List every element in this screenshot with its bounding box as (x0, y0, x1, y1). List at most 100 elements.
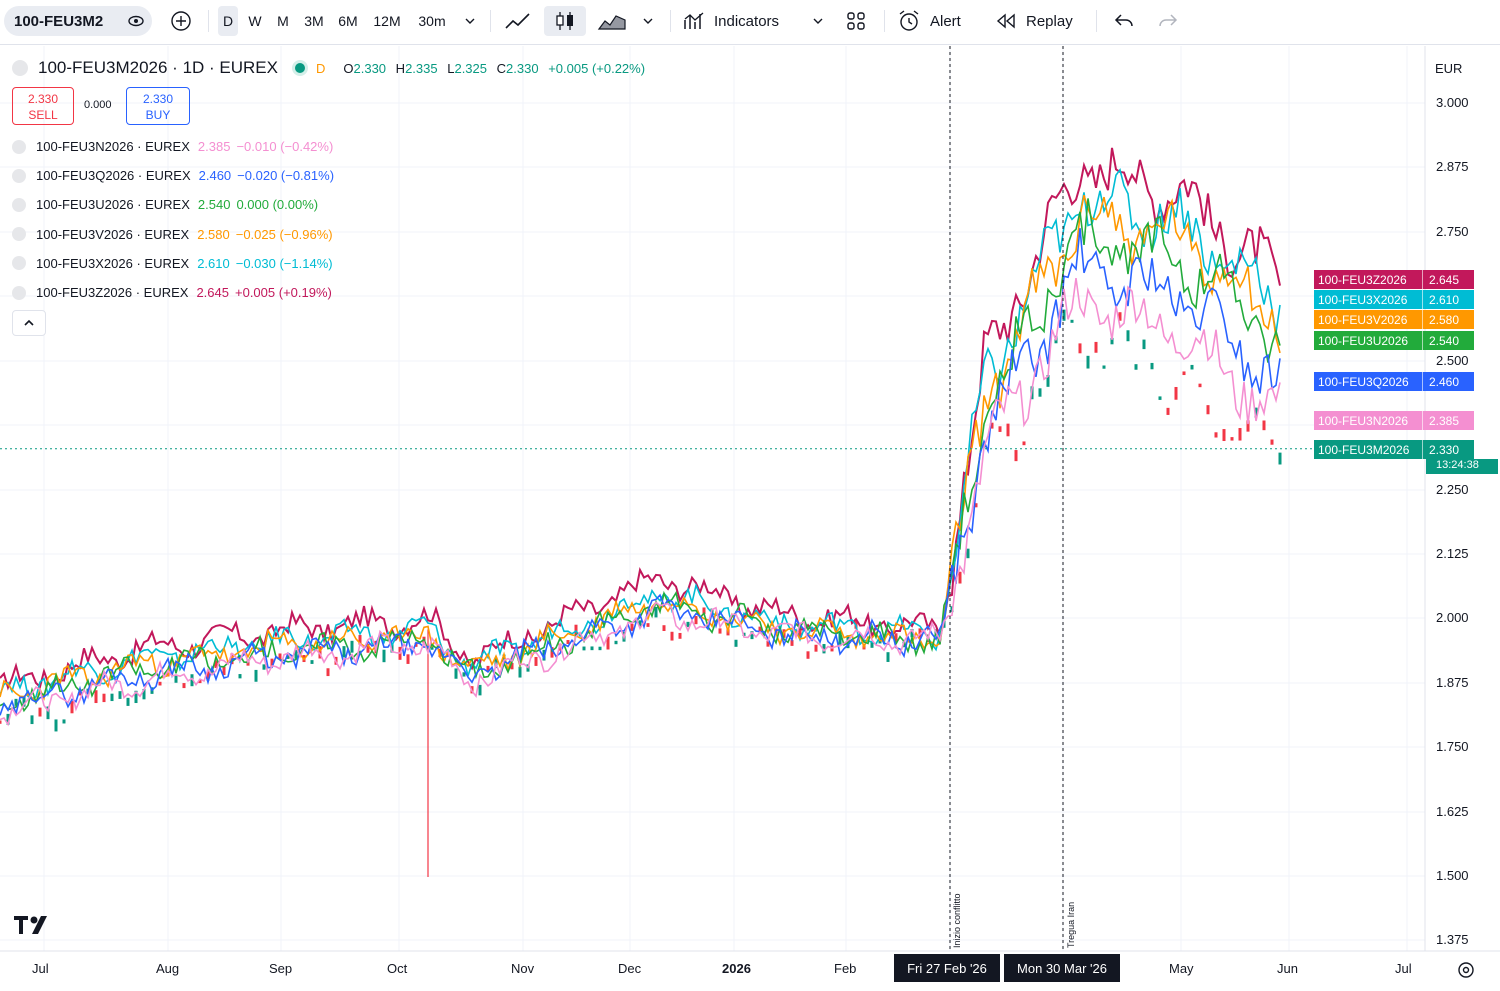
timeframe-3m[interactable]: 3M (304, 13, 324, 29)
symbol-search-button[interactable]: 100-FEU3M2 (4, 6, 152, 36)
compare-legend-item[interactable]: 100-FEU3Q2026 · EUREX 2.460 −0.020 (−0.81%… (12, 168, 334, 183)
candle-bar (1158, 396, 1162, 400)
time-axis-tick: 2026 (722, 961, 751, 976)
main-series-legend[interactable]: 100-FEU3M2026 · 1D · EUREX D O2.330 H2.3… (12, 58, 645, 78)
legend-collapse-button[interactable] (12, 310, 46, 336)
candle-bar (54, 719, 58, 732)
indicators-dropdown[interactable] (808, 6, 828, 36)
buy-label: BUY (145, 108, 171, 122)
candle-bar (214, 660, 218, 669)
candle-bar (998, 426, 1002, 432)
tradingview-logo-icon[interactable] (14, 912, 52, 936)
candle-bar (1246, 420, 1250, 432)
timeframe-d[interactable]: D (218, 6, 238, 36)
alert-button[interactable]: Alert (896, 6, 976, 36)
candle-bar (262, 664, 266, 670)
compare-legend-item[interactable]: 100-FEU3N2026 · EUREX 2.385 −0.010 (−0.42%… (12, 139, 333, 154)
symbol-logo-icon (12, 256, 26, 271)
time-axis-tick: May (1169, 961, 1194, 976)
time-axis-tick: Feb (834, 961, 857, 976)
candle-bar (134, 690, 138, 704)
candle-bar (30, 715, 34, 725)
spread-value: 0.000 (84, 99, 112, 111)
chevron-down-icon (465, 18, 475, 24)
price-axis-tick: 2.500 (1436, 353, 1469, 368)
buy-button[interactable]: 2.330 BUY (126, 87, 190, 125)
candle-bar (678, 632, 682, 639)
price-axis-tick: 1.750 (1436, 739, 1469, 754)
candle-chart-type-button[interactable] (544, 6, 586, 36)
grid-layout-icon (847, 12, 865, 30)
price-axis-tick: 2.250 (1436, 482, 1469, 497)
area-chart-type-button[interactable] (594, 6, 630, 36)
eye-icon[interactable] (126, 11, 146, 31)
replay-button[interactable]: Replay (994, 6, 1086, 36)
candle-bar (350, 640, 354, 653)
candle-bar (990, 422, 994, 429)
redo-button[interactable] (1154, 6, 1182, 36)
candle-bar (294, 649, 298, 659)
candle-bar (38, 707, 42, 717)
settings-button[interactable] (1456, 960, 1476, 985)
compare-add-button[interactable] (166, 6, 196, 36)
candle-bar (174, 675, 178, 683)
series-price-tag: 100-FEU3Z2026 2.645 (1314, 270, 1474, 289)
candle-bar (734, 639, 738, 647)
replay-label: Replay (1026, 12, 1073, 30)
price-tag-value: 2.540 (1422, 331, 1474, 350)
candle-bar (958, 571, 962, 584)
candle-bar (1198, 383, 1202, 388)
indicators-label: Indicators (714, 12, 780, 30)
timeframe-m[interactable]: M (277, 13, 289, 29)
candle-bar (110, 693, 114, 702)
indicators-button[interactable]: Indicators (682, 6, 798, 36)
compare-value: 2.385 (197, 139, 231, 154)
price-axis-tick: 1.500 (1436, 868, 1469, 883)
candle-bar (582, 646, 586, 651)
timeframe-w[interactable]: W (248, 13, 262, 29)
currency-label[interactable]: EUR (1435, 61, 1463, 76)
candle-bar (606, 636, 610, 650)
undo-icon (1114, 14, 1133, 27)
market-open-dot-icon (291, 60, 308, 76)
candle-bar (102, 693, 106, 703)
sell-button[interactable]: 2.330 SELL (12, 87, 74, 125)
timeframe-dropdown[interactable] (460, 6, 480, 36)
price-axis-tick: 3.000 (1436, 95, 1469, 110)
candle-bar (598, 646, 602, 651)
candle-bar (118, 691, 122, 699)
compare-legend-item[interactable]: 100-FEU3Z2026 · EUREX 2.645 +0.005 (+0.19%… (12, 285, 332, 300)
candle-bar (1190, 364, 1194, 370)
undo-button[interactable] (1110, 6, 1138, 36)
candle-bar (222, 666, 226, 676)
candle-bar (518, 666, 522, 678)
line-chart-type-button[interactable] (500, 6, 536, 36)
annotation-truce: Tregua Iran (1066, 901, 1076, 948)
candle-bar (182, 683, 186, 689)
candle-bar (94, 690, 98, 704)
price-tag-name: 100-FEU3X2026 (1314, 290, 1422, 309)
compare-legend-item[interactable]: 100-FEU3X2026 · EUREX 2.610 −0.030 (−1.14%… (12, 256, 333, 271)
compare-legend-item[interactable]: 100-FEU3U2026 · EUREX 2.540 0.000 (0.00%) (12, 197, 318, 212)
price-axis-tick: 2.750 (1436, 224, 1469, 239)
timeframe-30m[interactable]: 30m (418, 13, 446, 29)
candle-bar (310, 660, 314, 664)
compare-name: 100-FEU3U2026 · EUREX (36, 197, 190, 213)
timeframe-6m[interactable]: 6M (338, 13, 358, 29)
candle-bar (550, 647, 554, 658)
candle-bar (366, 643, 370, 653)
layouts-button[interactable] (840, 6, 872, 36)
price-chart[interactable] (0, 46, 1500, 991)
candle-bar (0, 720, 2, 724)
series-price-tag: 100-FEU3M2026 2.330 (1314, 440, 1474, 459)
candle-bar (670, 631, 674, 641)
chart-type-dropdown[interactable] (638, 6, 658, 36)
compare-value: 2.610 (197, 255, 230, 271)
symbol-logo-icon (12, 197, 26, 212)
price-tag-name: 100-FEU3M2026 (1314, 440, 1422, 459)
compare-legend-item[interactable]: 100-FEU3V2026 · EUREX 2.580 −0.025 (−0.96%… (12, 227, 333, 242)
time-axis-tick: Jun (1277, 961, 1298, 976)
candle-bar (1118, 312, 1122, 321)
candle-bar (902, 641, 906, 648)
timeframe-12m[interactable]: 12M (373, 13, 401, 29)
